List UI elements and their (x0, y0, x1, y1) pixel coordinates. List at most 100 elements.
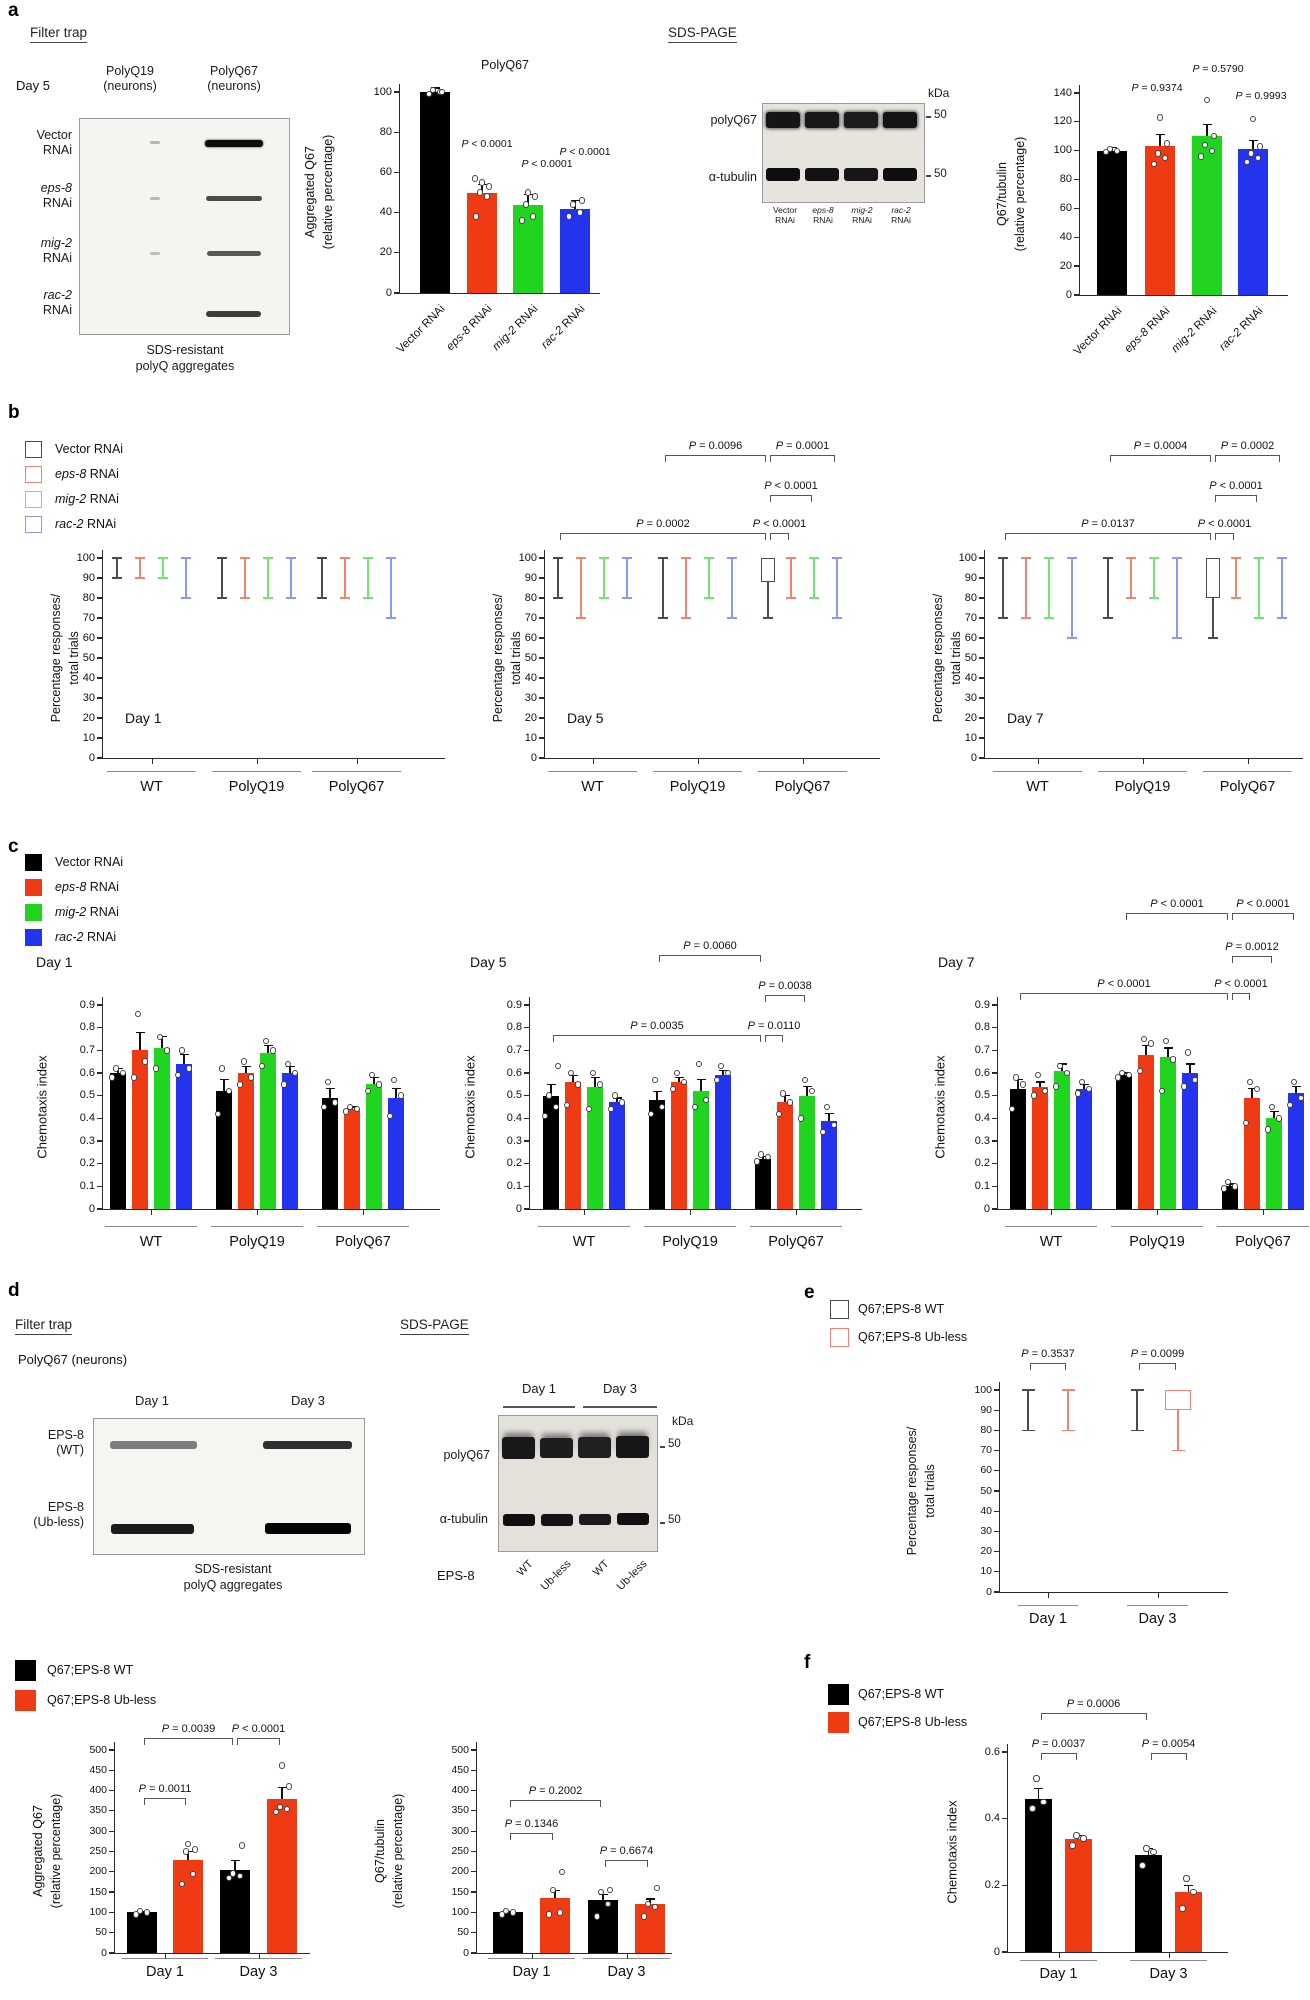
c_day5-ytick-label: 0.8 (506, 1021, 522, 1034)
e_resp-ytick-label: 100 (974, 1383, 992, 1396)
a_tub-ytick-label: 60 (1059, 201, 1072, 214)
panel-c-label: c (8, 836, 19, 857)
c_day5-ytick (524, 1072, 530, 1074)
data-point (130, 1074, 138, 1081)
a_tub-y-axis-label: (relative percentage) (1013, 136, 1027, 252)
c_day5-ytick (524, 1004, 530, 1006)
error-bar-cap (1079, 1083, 1089, 1085)
c_day5-ytick (524, 1140, 530, 1142)
data-point (1286, 1101, 1294, 1108)
c_day7-bar (1076, 1088, 1092, 1209)
d_tub-group-label: Day 1 (512, 1964, 551, 1980)
d_tub-ytick (471, 1769, 477, 1771)
c-legend-swatch-2 (25, 904, 42, 921)
b_day1-whisker (321, 558, 323, 598)
e_resp-whisker (1177, 1410, 1179, 1451)
b_day1-whisker-cap (363, 597, 373, 599)
c_day5-bar (587, 1086, 603, 1209)
blot-band (805, 112, 839, 128)
c_day1-group-underline (211, 1226, 303, 1228)
blot-band (616, 1436, 649, 1458)
error-bar-cap (1034, 1788, 1043, 1790)
c_day5-bar (821, 1120, 837, 1209)
b_day7-whisker (1212, 598, 1214, 638)
data-point (278, 1762, 286, 1769)
d_tub-ytick-label: 400 (451, 1784, 469, 1797)
b_day5-ytick-label: 70 (524, 611, 537, 624)
p-bracket (1040, 1753, 1077, 1760)
error-bar (554, 1890, 556, 1899)
data-point (483, 193, 491, 200)
b_day5-ytick-label: 10 (524, 731, 537, 744)
a_agg-ytick-label: 0 (385, 286, 392, 299)
c_day5-ytick (524, 1185, 530, 1187)
c_day7-ytick-label: 0.2 (974, 1157, 990, 1170)
d_tub-ytick-label: 450 (451, 1763, 469, 1776)
b_day5-whisker-cap (832, 617, 842, 619)
data-point (1264, 1126, 1272, 1133)
p-value: P < 0.0001 (1097, 978, 1151, 990)
c_day7-bar (1244, 1097, 1260, 1209)
b_day7-whisker-cap (1277, 617, 1287, 619)
c_day5-bar (693, 1091, 709, 1209)
error-bar (481, 184, 483, 193)
error-bar-cap (546, 1083, 556, 1085)
b_day7-whisker (1048, 558, 1050, 618)
b_day7-whisker (1107, 558, 1109, 618)
p-bracket (1232, 993, 1250, 1000)
d_agg-x-axis (114, 1953, 310, 1955)
p-value: P = 0.0096 (688, 440, 743, 452)
sds-lane-rac2-a: rac-2 RNAi (891, 205, 911, 225)
data-point (132, 1911, 140, 1918)
data-point (178, 1047, 186, 1054)
d_agg-ytick (109, 1749, 115, 1751)
b_day1-whisker-cap (158, 577, 168, 579)
data-point (552, 1103, 560, 1111)
p-value: P < 0.0001 (752, 518, 807, 530)
blot-band (579, 1514, 611, 1525)
c_day1-ytick-label: 0.7 (79, 1043, 95, 1056)
c_day7-ytick-label: 0.6 (974, 1066, 990, 1079)
d_agg-bar (267, 1798, 297, 1953)
data-point (1163, 140, 1171, 147)
data-point (1041, 1087, 1049, 1095)
error-bar-cap (1155, 134, 1165, 136)
e-legend-label-1: Q67;EPS-8 Ub-less (858, 1329, 968, 1344)
b_day5-group-label: PolyQ67 (774, 779, 831, 795)
b_day5-ytick-label: 80 (524, 591, 537, 604)
error-bar (1037, 1788, 1040, 1799)
e_resp-ytick-label: 30 (980, 1524, 992, 1537)
e_resp-ytick-label: 90 (980, 1403, 992, 1416)
sds-day3-col-d: Day 3 (603, 1381, 637, 1396)
a_tub-bar (1238, 149, 1268, 295)
c_day1-group-underline (105, 1226, 197, 1228)
b_day5-box (761, 558, 775, 582)
c_day7-ytick (992, 1026, 998, 1029)
data-point (1073, 1832, 1080, 1839)
b_day7-whisker-cap (1044, 617, 1054, 619)
error-bar (1083, 1084, 1085, 1089)
p-value: P = 0.3537 (1021, 1348, 1075, 1360)
c_day7-bar (1160, 1057, 1176, 1209)
b_day7-ytick-label: 10 (964, 731, 977, 744)
c_day5-bar (671, 1082, 687, 1209)
b_day1-whisker (162, 558, 164, 578)
c_day5-bar (543, 1095, 559, 1209)
b-legend-label-1: eps-8 RNAi (55, 466, 119, 481)
p-value: P = 0.0038 (758, 980, 812, 992)
kda-label-a: kDa (928, 86, 950, 100)
b_day7-ytick (979, 737, 985, 739)
blot-band (617, 1513, 649, 1525)
d_tub-ytick-label: 250 (451, 1845, 469, 1857)
kda-50-bottom-a: 50 (934, 168, 947, 180)
data-point (569, 201, 577, 208)
d_agg-ytick-label: 250 (89, 1845, 107, 1857)
panel-a-label: a (8, 0, 19, 21)
data-point (1139, 1862, 1146, 1869)
error-bar (1167, 1048, 1169, 1058)
c_day7-x-axis (997, 1209, 1304, 1211)
c_day7-bar (1222, 1186, 1238, 1209)
c_day1-group-tick (363, 1210, 365, 1216)
c_day5-ytick-label: 0.2 (506, 1157, 522, 1170)
data-point (143, 1909, 151, 1916)
